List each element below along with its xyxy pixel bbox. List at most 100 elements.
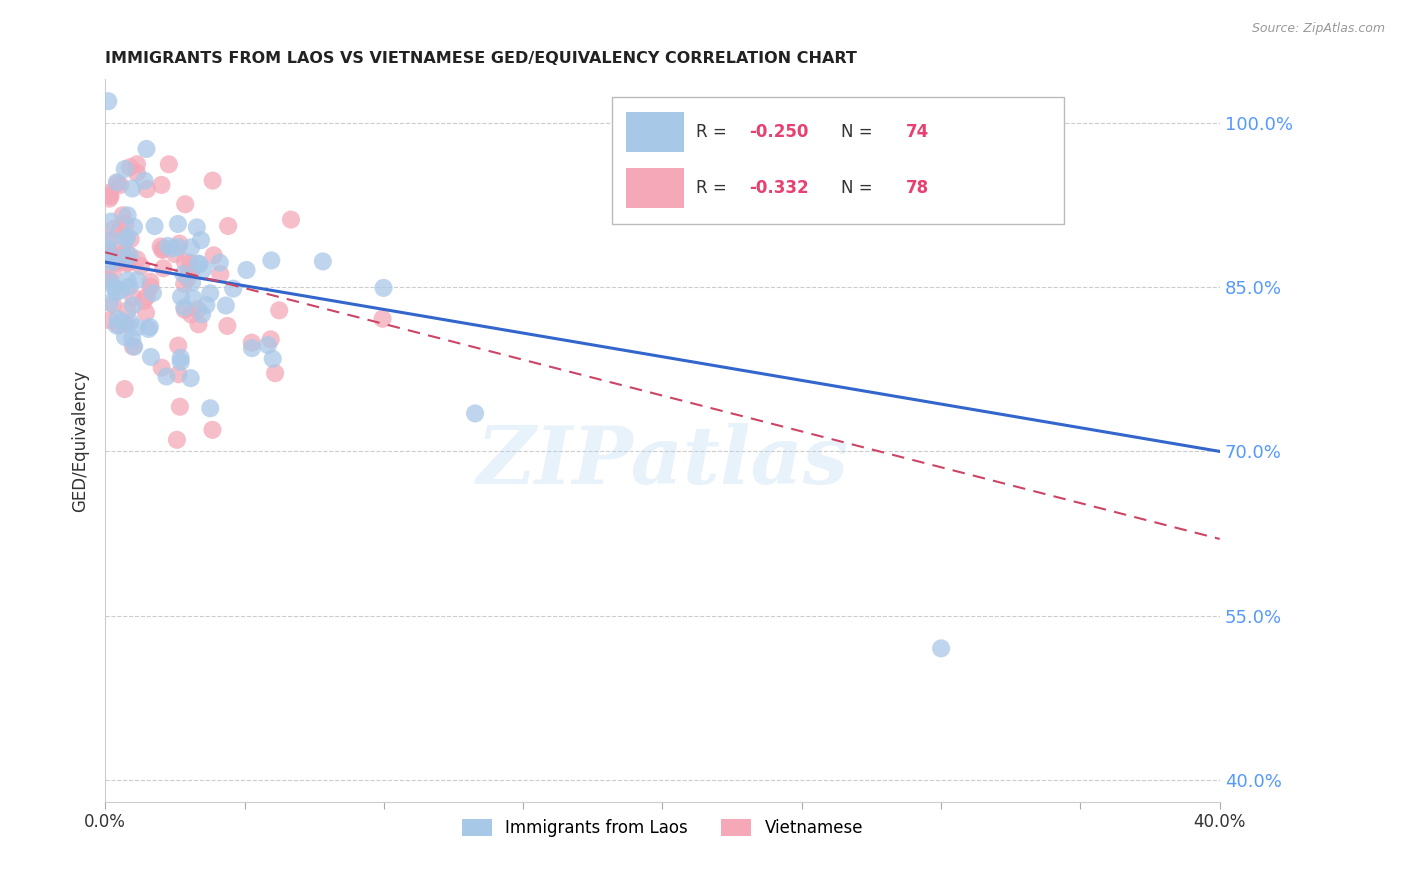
Y-axis label: GED/Equivalency: GED/Equivalency (72, 369, 89, 511)
Point (122, 298, 145, 312)
Point (176, 271, 198, 285)
Point (101, 264, 124, 278)
Text: -0.332: -0.332 (749, 178, 808, 196)
Point (150, 243, 173, 257)
Point (181, 276, 204, 290)
Point (120, 315, 142, 329)
Point (115, 230, 138, 244)
Text: 74: 74 (905, 123, 929, 141)
Text: IMMIGRANTS FROM LAOS VS VIETNAMESE GED/EQUIVALENCY CORRELATION CHART: IMMIGRANTS FROM LAOS VS VIETNAMESE GED/E… (105, 51, 858, 66)
Point (111, 314, 134, 328)
Point (117, 273, 139, 287)
Point (103, 221, 125, 235)
Text: -0.250: -0.250 (749, 123, 808, 141)
Point (114, 330, 136, 344)
Point (200, 286, 222, 301)
Point (264, 366, 287, 380)
Point (135, 142, 157, 156)
Point (125, 157, 148, 171)
Point (105, 177, 128, 191)
Text: 78: 78 (905, 178, 928, 196)
Point (180, 371, 202, 385)
FancyBboxPatch shape (612, 97, 1064, 224)
Point (135, 306, 157, 320)
Point (280, 212, 302, 227)
Point (150, 178, 173, 192)
Point (152, 242, 174, 256)
Point (115, 252, 138, 267)
Point (108, 178, 131, 192)
Point (100, 214, 122, 228)
Point (134, 174, 156, 188)
Point (222, 282, 245, 296)
Point (181, 262, 204, 277)
Point (187, 256, 209, 270)
Point (167, 240, 190, 254)
Point (173, 255, 195, 269)
Point (125, 320, 148, 334)
Text: N =: N = (841, 178, 877, 196)
Point (160, 242, 183, 256)
Point (169, 400, 191, 414)
Point (104, 285, 127, 300)
Point (114, 161, 136, 176)
Point (122, 340, 145, 354)
Point (121, 181, 143, 195)
Point (115, 232, 138, 246)
Point (201, 423, 224, 437)
Point (152, 261, 174, 276)
Point (208, 255, 231, 269)
Point (120, 160, 142, 174)
Point (103, 280, 125, 294)
Text: ZIPatlas: ZIPatlas (477, 424, 849, 501)
Point (177, 264, 200, 278)
Text: R =: R = (696, 178, 733, 196)
Point (167, 217, 190, 231)
Point (188, 257, 211, 271)
Point (97, 234, 120, 248)
Point (173, 301, 195, 315)
Point (179, 256, 201, 270)
Point (114, 250, 136, 264)
Point (464, 406, 486, 420)
Point (122, 339, 145, 353)
Point (170, 355, 193, 369)
Point (257, 338, 280, 352)
Point (169, 236, 191, 251)
Point (167, 338, 190, 352)
Point (186, 220, 208, 235)
Point (107, 311, 129, 326)
Point (114, 217, 136, 231)
Point (100, 189, 122, 203)
Point (105, 175, 128, 189)
Point (115, 257, 138, 271)
Point (217, 219, 239, 233)
Point (127, 273, 149, 287)
Point (187, 302, 209, 317)
Point (173, 277, 195, 291)
Point (125, 252, 148, 267)
Point (111, 208, 134, 222)
Point (202, 248, 225, 262)
Point (114, 382, 136, 396)
Point (136, 182, 159, 196)
Point (170, 351, 193, 365)
Point (165, 247, 187, 261)
Point (269, 303, 291, 318)
Point (110, 243, 132, 257)
Point (260, 253, 283, 268)
Point (105, 318, 128, 333)
Point (195, 298, 218, 312)
Point (101, 297, 124, 311)
Point (100, 255, 122, 269)
FancyBboxPatch shape (626, 112, 683, 152)
Text: Source: ZipAtlas.com: Source: ZipAtlas.com (1251, 22, 1385, 36)
Point (200, 401, 222, 416)
Text: N =: N = (841, 123, 877, 141)
Point (190, 233, 212, 247)
Point (167, 368, 190, 382)
Point (174, 197, 197, 211)
Point (110, 283, 132, 297)
Point (139, 319, 162, 334)
Point (120, 232, 142, 246)
